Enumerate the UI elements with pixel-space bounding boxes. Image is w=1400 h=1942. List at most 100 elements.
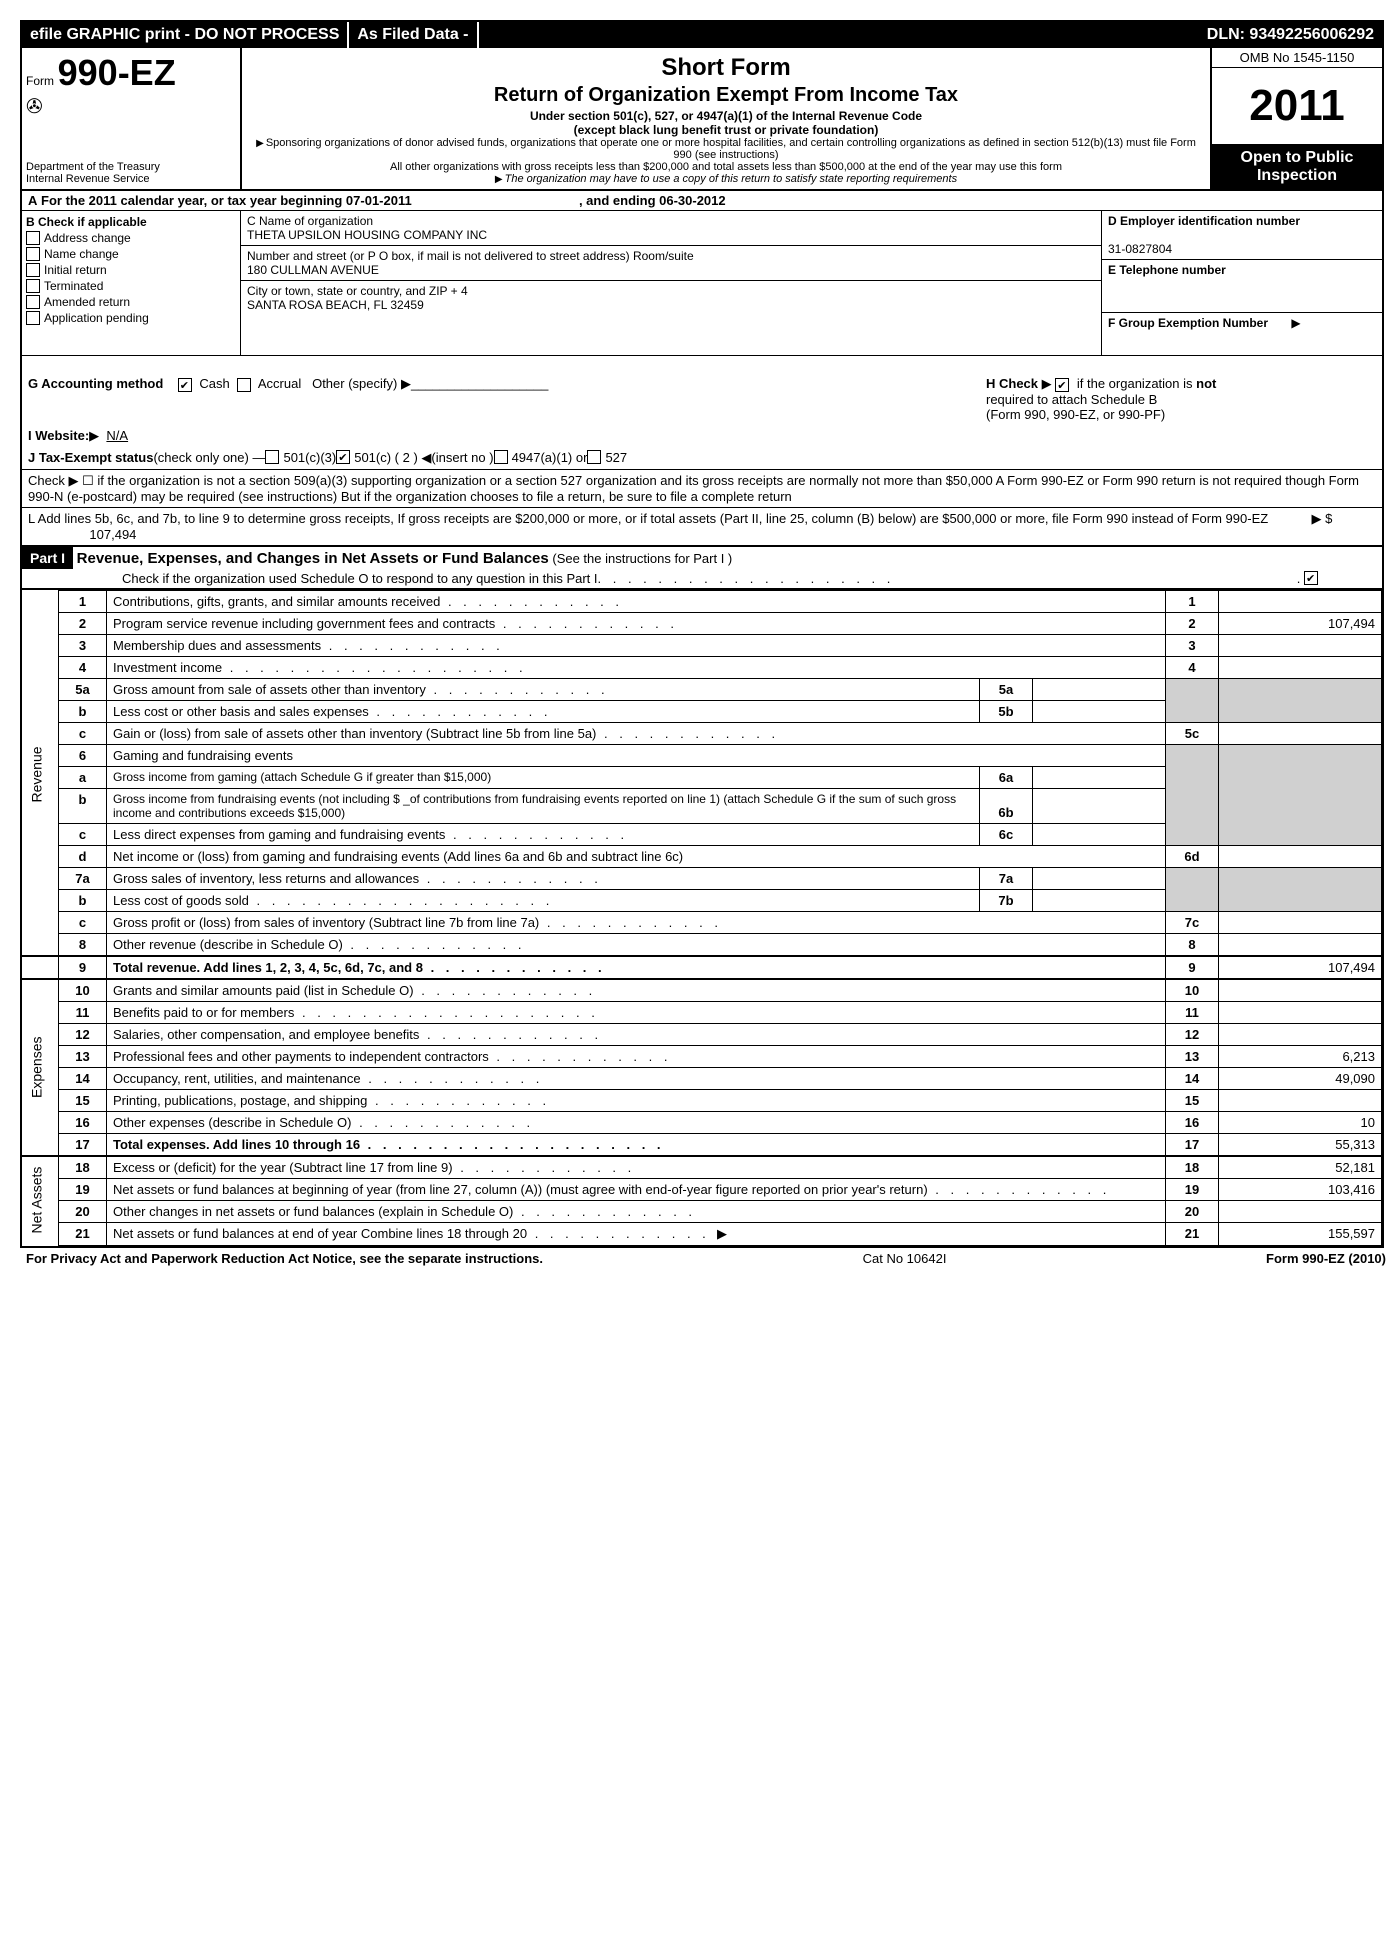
form-prefix: Form [26,74,54,88]
table-row: 2 Program service revenue including gove… [22,613,1382,635]
checkbox-schedule-o[interactable] [1304,571,1318,585]
efile-label: efile GRAPHIC print - DO NOT PROCESS [22,22,349,48]
line-num: 21 [59,1223,107,1246]
checkbox-schedule-b-not-required[interactable] [1055,378,1069,392]
part-1-title: Revenue, Expenses, and Changes in Net As… [77,550,549,567]
checkbox-application-pending[interactable] [26,311,40,325]
label-accrual: Accrual [258,376,301,391]
h-text4: (Form 990, 990-EZ, or 990-PF) [986,407,1165,422]
part-1-header-row: Part I Revenue, Expenses, and Changes in… [22,545,1382,590]
label-amended: Amended return [44,295,130,309]
subtitle2: (except black lung benefit trust or priv… [250,123,1202,137]
line-right-val [1219,1090,1382,1112]
box-b-header: B Check if applicable [26,215,236,229]
label-group-exemption: F Group Exemption Number [1108,316,1268,330]
sub-num: 6b [980,789,1033,824]
k-text: Check ▶ ☐ if the organization is not a s… [28,473,1359,504]
row-a-text1: For the 2011 calendar year, or tax year … [41,193,412,208]
line-desc: Excess or (deficit) for the year (Subtra… [113,1160,635,1175]
subtitle1: Under section 501(c), 527, or 4947(a)(1)… [250,109,1202,123]
sub-val [1033,824,1166,846]
label-telephone: E Telephone number [1108,263,1226,277]
line-right-num: 1 [1166,591,1219,613]
line-right-val: 155,597 [1219,1223,1382,1246]
line-num: 3 [59,635,107,657]
checkbox-4947[interactable] [494,450,508,464]
sub-val [1033,868,1166,890]
table-row: 7a Gross sales of inventory, less return… [22,868,1382,890]
table-row: 20 Other changes in net assets or fund b… [22,1201,1382,1223]
line-desc: Occupancy, rent, utilities, and maintena… [113,1071,543,1086]
line-right-num: 2 [1166,613,1219,635]
line-right-num: 5c [1166,723,1219,745]
table-row: 15 Printing, publications, postage, and … [22,1090,1382,1112]
line-desc: Net assets or fund balances at end of ye… [113,1226,710,1241]
line-right-num: 21 [1166,1223,1219,1246]
short-form-title: Short Form [250,54,1202,82]
label-terminated: Terminated [44,279,103,293]
line-num: 4 [59,657,107,679]
sub-val [1033,701,1166,723]
part-1-table: Revenue 1 Contributions, gifts, grants, … [22,590,1382,1246]
line-right-num: 18 [1166,1156,1219,1179]
line-right-num: 9 [1166,956,1219,979]
box-def: D Employer identification number 31-0827… [1101,211,1382,355]
sub-num: 7a [980,868,1033,890]
line-desc: Gross income from gaming (attach Schedul… [113,770,491,784]
line-num: d [59,846,107,868]
line-desc: Gross amount from sale of assets other t… [113,682,609,697]
label-initial-return: Initial return [44,263,107,277]
line-right-num: 15 [1166,1090,1219,1112]
label-ein: D Employer identification number [1108,214,1300,228]
table-row: 21 Net assets or fund balances at end of… [22,1223,1382,1246]
row-a-text2: , and ending 06-30-2012 [579,193,726,208]
sponsor-text1: Sponsoring organizations of donor advise… [266,137,1196,161]
sub-val [1033,767,1166,789]
table-row: 12 Salaries, other compensation, and emp… [22,1024,1382,1046]
sub-val [1033,890,1166,912]
label-insert: (insert no ) [431,450,493,466]
website-value: N/A [106,428,128,444]
line-right-num: 3 [1166,635,1219,657]
checkbox-501c3[interactable] [265,450,279,464]
arrow-icon: ▶ [401,376,411,391]
expenses-side-label: Expenses [22,979,59,1156]
h-text1: H Check [986,376,1038,391]
checkbox-527[interactable] [587,450,601,464]
line-num: b [59,789,107,824]
footer-privacy: For Privacy Act and Paperwork Reduction … [26,1251,543,1266]
table-row: Revenue 1 Contributions, gifts, grants, … [22,591,1382,613]
line-right-val: 52,181 [1219,1156,1382,1179]
sponsor-text2: All other organizations with gross recei… [250,161,1202,173]
footer-formrev: Form 990-EZ (2010) [1266,1251,1386,1266]
grey-cell [1219,679,1382,723]
checkbox-accrual[interactable] [237,378,251,392]
line-num: 9 [59,956,107,979]
table-row: 9 Total revenue. Add lines 1, 2, 3, 4, 5… [22,956,1382,979]
grey-cell [1166,868,1219,912]
sub-num: 5b [980,701,1033,723]
checkbox-initial-return[interactable] [26,263,40,277]
line-right-num: 17 [1166,1134,1219,1157]
checkbox-cash[interactable] [178,378,192,392]
label-name-change: Name change [44,247,119,261]
checkbox-address-change[interactable] [26,231,40,245]
line-right-val: 10 [1219,1112,1382,1134]
checkbox-terminated[interactable] [26,279,40,293]
line-desc: Gain or (loss) from sale of assets other… [113,726,779,741]
checkbox-amended[interactable] [26,295,40,309]
checkbox-name-change[interactable] [26,247,40,261]
main-title: Return of Organization Exempt From Incom… [250,84,1202,107]
line-desc: Net income or (loss) from gaming and fun… [113,849,683,864]
sub-num: 7b [980,890,1033,912]
line-num: 14 [59,1068,107,1090]
label-527: 527 [605,450,627,466]
line-num: c [59,824,107,846]
label-city: City or town, state or country, and ZIP … [247,284,1095,298]
line-desc: Salaries, other compensation, and employ… [113,1027,602,1042]
line-right-num: 7c [1166,912,1219,934]
line-desc: Other expenses (describe in Schedule O) [113,1115,534,1130]
org-address: 180 CULLMAN AVENUE [247,263,1095,277]
checkbox-501c[interactable] [336,450,350,464]
h-text3: required to attach Schedule B [986,392,1157,407]
